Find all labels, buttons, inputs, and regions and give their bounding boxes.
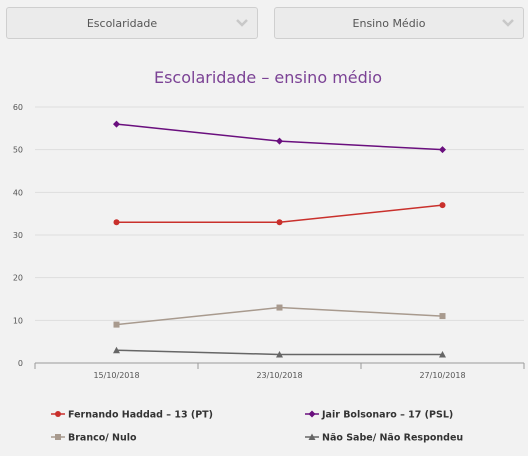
data-point (439, 313, 446, 320)
data-point (439, 202, 446, 209)
legend-label: Branco/ Nulo (68, 433, 137, 444)
chevron-down-icon (502, 19, 514, 27)
legend-marker (308, 433, 316, 440)
y-tick-label: 0 (18, 359, 23, 368)
data-point (439, 350, 446, 358)
y-tick-label: 30 (13, 231, 23, 240)
y-tick-label: 10 (13, 316, 23, 325)
line-chart: Escolaridade – ensino médio 0 10 20 30 40 50 6… (13, 68, 525, 444)
y-tick-label: 20 (13, 274, 23, 283)
data-point (276, 219, 283, 226)
legend-label: Jair Bolsonaro – 17 (PSL) (321, 410, 453, 421)
category-select-value: Escolaridade (86, 17, 158, 30)
y-tick-label: 60 (13, 103, 23, 112)
data-point (276, 304, 283, 311)
x-tick-label: 15/10/2018 (93, 371, 139, 380)
level-select[interactable]: Ensino Médio (274, 7, 524, 39)
series-line-1 (116, 123, 443, 151)
legend-marker (308, 410, 316, 418)
data-point (276, 350, 283, 358)
level-select-value: Ensino Médio (352, 17, 426, 30)
x-tick-label: 23/10/2018 (256, 371, 302, 380)
data-point (113, 321, 120, 328)
chevron-down-icon (236, 19, 248, 27)
legend-label: Não Sabe/ Não Respondeu (322, 433, 463, 444)
data-point (439, 146, 446, 154)
legend-marker (55, 411, 61, 417)
chart-title: Escolaridade – ensino médio (154, 68, 382, 87)
data-point (113, 219, 120, 226)
data-point (113, 346, 120, 354)
data-point (113, 120, 120, 128)
y-tick-label: 40 (13, 188, 23, 197)
data-point (276, 137, 283, 145)
x-tick-label: 27/10/2018 (419, 371, 465, 380)
category-select[interactable]: Escolaridade (6, 7, 258, 39)
y-tick-label: 50 (13, 146, 23, 155)
legend-marker (55, 434, 61, 440)
legend-label: Fernando Haddad – 13 (PT) (68, 410, 213, 421)
